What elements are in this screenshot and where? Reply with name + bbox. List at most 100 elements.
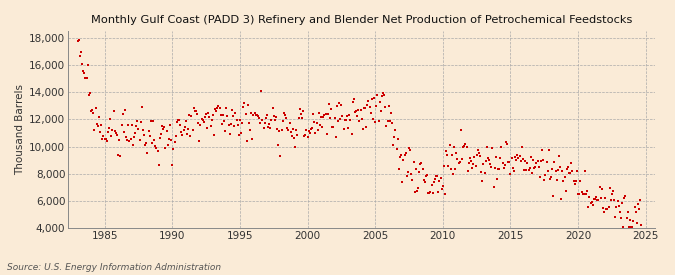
- Point: [294, 107, 305, 111]
- Point: [442, 153, 453, 158]
- Point: [320, 112, 331, 116]
- Point: [572, 192, 583, 197]
- Point: [354, 119, 364, 124]
- Point: [161, 128, 172, 133]
- Point: [409, 190, 420, 194]
- Point: [113, 153, 124, 158]
- Point: [178, 128, 189, 132]
- Point: [425, 190, 436, 194]
- Point: [76, 50, 86, 54]
- Point: [276, 127, 287, 132]
- Point: [296, 116, 307, 120]
- Point: [225, 122, 236, 127]
- Point: [375, 100, 385, 104]
- Point: [565, 171, 576, 176]
- Point: [381, 123, 392, 128]
- Point: [125, 137, 136, 142]
- Point: [580, 169, 591, 173]
- Point: [159, 125, 169, 129]
- Point: [456, 156, 467, 161]
- Point: [306, 125, 317, 130]
- Point: [532, 159, 543, 164]
- Point: [458, 145, 468, 149]
- Point: [187, 128, 198, 132]
- Point: [90, 106, 101, 111]
- Point: [533, 164, 544, 169]
- Point: [151, 145, 162, 150]
- Point: [205, 123, 216, 128]
- Point: [146, 141, 157, 145]
- Point: [186, 114, 197, 118]
- Point: [460, 142, 470, 146]
- Point: [207, 113, 218, 117]
- Point: [279, 113, 290, 117]
- Point: [419, 180, 430, 185]
- Point: [530, 165, 541, 169]
- Point: [247, 137, 258, 141]
- Point: [227, 107, 238, 112]
- Point: [358, 106, 369, 111]
- Point: [74, 38, 84, 43]
- Point: [610, 215, 621, 219]
- Point: [212, 106, 223, 110]
- Point: [313, 128, 323, 133]
- Point: [630, 210, 641, 214]
- Point: [416, 161, 427, 165]
- Point: [167, 163, 178, 167]
- Point: [516, 144, 527, 149]
- Point: [152, 149, 163, 153]
- Point: [269, 114, 279, 118]
- Point: [385, 119, 396, 123]
- Point: [489, 166, 500, 170]
- Point: [559, 175, 570, 179]
- Point: [183, 127, 194, 132]
- Point: [175, 123, 186, 128]
- Point: [402, 174, 412, 178]
- Point: [122, 138, 132, 142]
- Point: [485, 162, 495, 167]
- Point: [249, 111, 260, 115]
- Point: [266, 118, 277, 122]
- Point: [589, 197, 599, 201]
- Point: [558, 179, 569, 183]
- Point: [404, 146, 414, 150]
- Point: [422, 173, 433, 178]
- Point: [555, 165, 566, 169]
- Point: [535, 158, 546, 163]
- Point: [582, 189, 593, 193]
- Point: [237, 120, 248, 125]
- Point: [291, 128, 302, 132]
- Point: [468, 161, 479, 166]
- Point: [382, 119, 393, 123]
- Point: [396, 153, 406, 158]
- Point: [537, 148, 547, 152]
- Point: [190, 109, 201, 113]
- Point: [545, 176, 556, 181]
- Point: [552, 168, 563, 172]
- Point: [548, 194, 559, 198]
- Point: [542, 169, 553, 174]
- Point: [365, 111, 376, 115]
- Point: [326, 107, 337, 112]
- Point: [397, 180, 408, 185]
- Point: [106, 134, 117, 138]
- Point: [400, 151, 411, 155]
- Point: [377, 94, 387, 98]
- Point: [236, 131, 246, 135]
- Point: [292, 132, 303, 137]
- Point: [182, 131, 192, 136]
- Point: [84, 90, 95, 95]
- Point: [335, 117, 346, 121]
- Point: [316, 115, 327, 119]
- Point: [595, 196, 606, 200]
- Point: [264, 122, 275, 127]
- Point: [372, 93, 383, 97]
- Point: [373, 119, 384, 124]
- Point: [315, 123, 325, 127]
- Point: [549, 160, 560, 164]
- Point: [84, 93, 95, 97]
- Point: [258, 125, 269, 130]
- Point: [89, 128, 100, 132]
- Point: [614, 210, 625, 214]
- Point: [577, 192, 588, 196]
